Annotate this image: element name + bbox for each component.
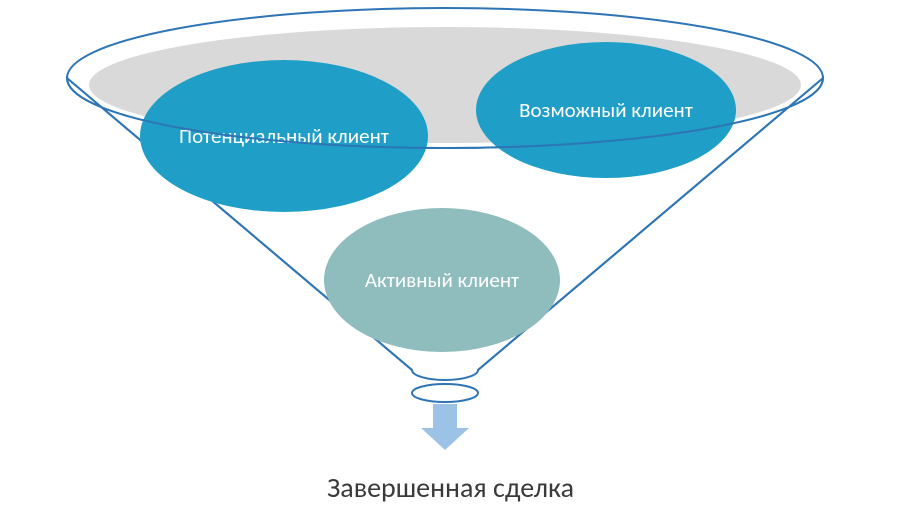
bubble-potential-label: Потенциальный клиент [179, 123, 389, 149]
bubble-active-label: Активный клиент [365, 267, 519, 293]
bubble-possible: Возможный клиент [476, 42, 736, 178]
bubble-active: Активный клиент [324, 208, 560, 352]
result-label: Завершенная сделка [0, 470, 901, 505]
bubble-possible-label: Возможный клиент [519, 97, 693, 123]
funnel-spout [412, 384, 478, 402]
funnel-diagram: Потенциальный клиент Возможный клиент Ак… [0, 0, 901, 524]
result-label-text: Завершенная сделка [327, 470, 574, 505]
bubble-potential: Потенциальный клиент [140, 60, 428, 212]
down-arrow-icon [421, 404, 469, 450]
